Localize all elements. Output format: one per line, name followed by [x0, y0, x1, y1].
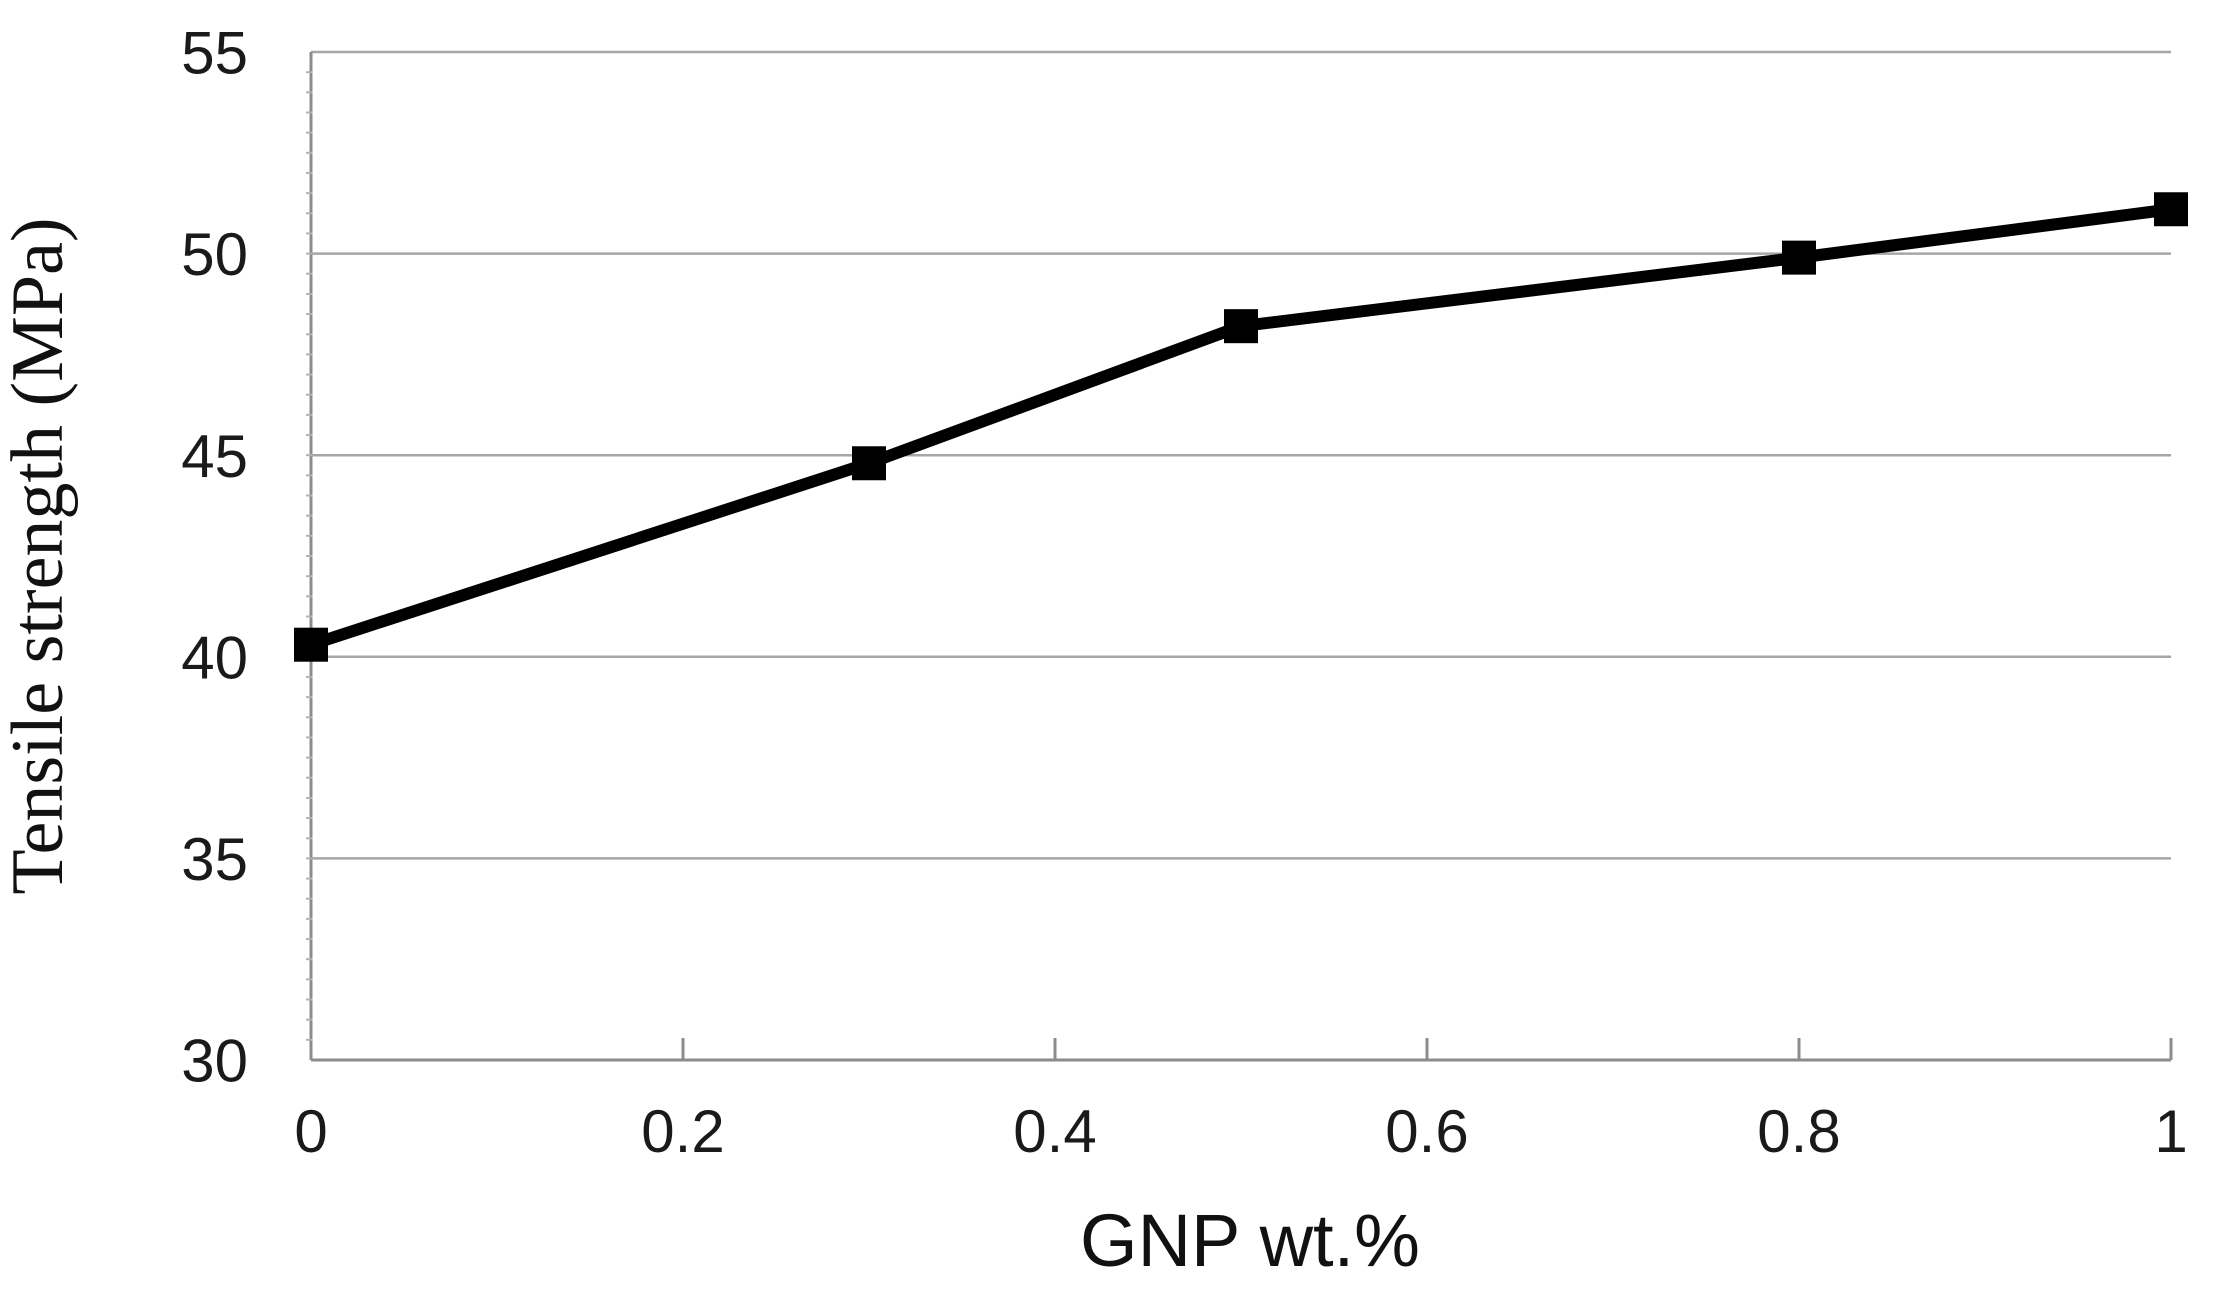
x-tick-label: 0: [294, 1098, 327, 1165]
data-point-marker: [294, 627, 328, 662]
x-tick-label: 0.4: [1013, 1098, 1096, 1165]
tick-labels-layer: 30 35 40 45 50 55 0 0.2 0.4 0.6 0.8 1: [181, 20, 2187, 1165]
data-point-marker: [2154, 192, 2188, 227]
ticks-layer: [306, 71, 2173, 1060]
y-tick-label: 50: [181, 221, 248, 288]
y-tick-label: 45: [181, 423, 248, 490]
y-tick-label: 55: [181, 20, 248, 87]
x-axis-title: GNP wt.%: [1080, 1199, 1420, 1282]
x-tick-label: 0.6: [1385, 1098, 1468, 1165]
y-axis-title: Tensile strength (MPa): [0, 217, 79, 894]
y-tick-label: 35: [181, 826, 248, 893]
x-tick-label: 0.2: [641, 1098, 724, 1165]
x-tick-label: 0.8: [1757, 1098, 1840, 1165]
y-tick-label: 30: [181, 1028, 248, 1095]
data-point-marker: [1224, 309, 1258, 344]
series-layer: [294, 192, 2188, 662]
data-point-marker: [1782, 240, 1816, 275]
x-tick-label: 1: [2154, 1098, 2187, 1165]
y-tick-label: 40: [181, 624, 248, 691]
data-point-marker: [852, 446, 886, 481]
